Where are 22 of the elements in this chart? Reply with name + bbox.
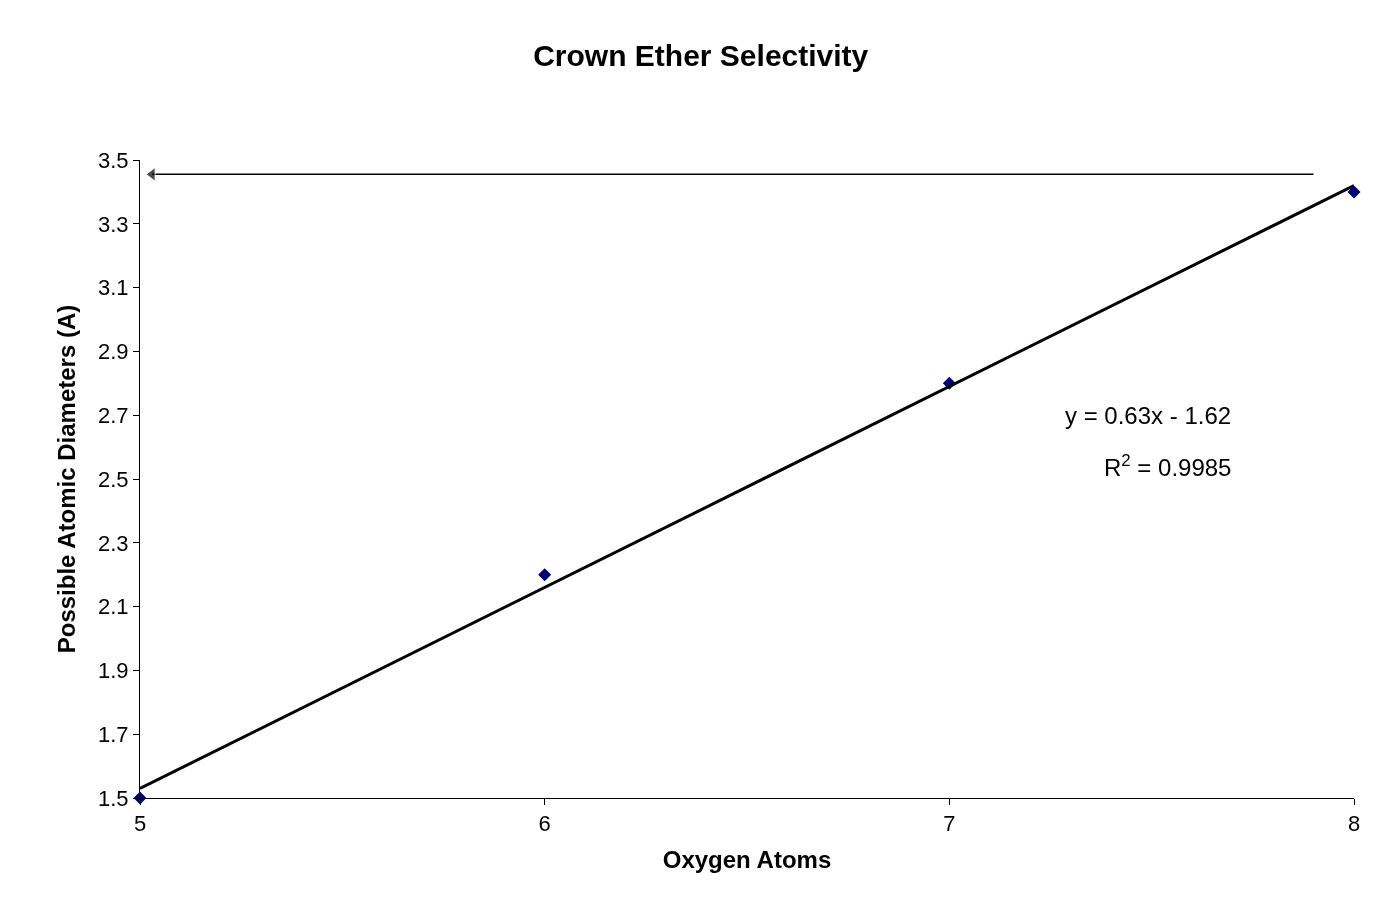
y-tick-label: 2.7 [98, 402, 129, 428]
annotation: R$^{2}$ = 0.9985 [1104, 451, 1232, 482]
y-tick-label: 2.1 [98, 594, 129, 620]
y-tick-label: 1.9 [98, 658, 129, 684]
y-tick-label: 3.5 [98, 147, 129, 173]
chart-title: Crown Ether Selectivity [533, 39, 869, 73]
annotation: y = 0.63x - 1.62 [1065, 402, 1232, 429]
x-tick-label: 6 [538, 811, 551, 837]
y-tick-label: 2.3 [98, 530, 129, 556]
y-tick-label: 3.1 [98, 275, 129, 301]
x-tick-label: 5 [133, 811, 147, 837]
y-tick-label: 3.3 [98, 211, 129, 237]
y-tick-label: 1.5 [98, 785, 129, 811]
x-tick-label: 8 [1347, 811, 1361, 837]
y-axis-title: Possible Atomic Diameters (A) [53, 304, 81, 654]
point [1347, 185, 1361, 199]
x-tick-label: 7 [943, 811, 956, 837]
y-tick-label: 1.7 [98, 721, 129, 747]
x-axis-title: Oxygen Atoms [662, 845, 832, 873]
y-tick-label: 2.9 [98, 339, 129, 365]
point [538, 568, 552, 582]
y-tick-label: 2.5 [98, 466, 129, 492]
